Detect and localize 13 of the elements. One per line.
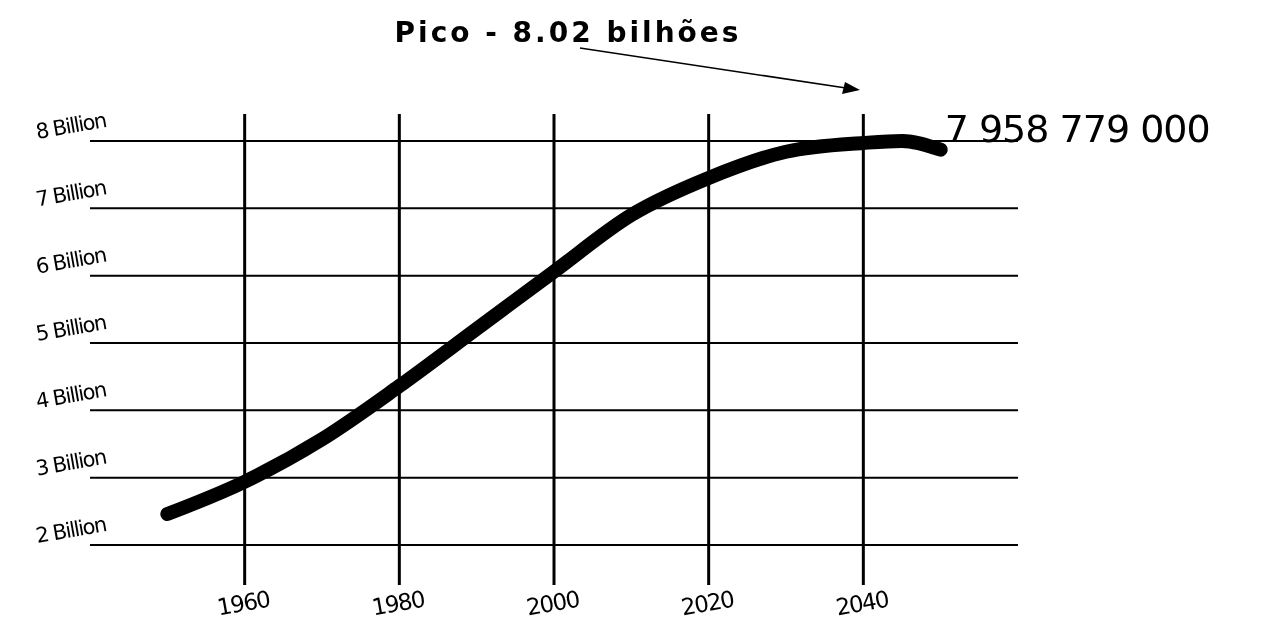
y-tick-label: 3 Billion [34, 444, 108, 481]
x-tick-label: 1980 [369, 585, 427, 621]
y-tick-label: 5 Billion [34, 310, 108, 347]
y-tick-label: 4 Billion [34, 377, 108, 414]
x-tick-label: 2000 [524, 585, 582, 621]
x-tick-label: 2040 [833, 585, 891, 621]
x-tick-label: 1960 [215, 585, 273, 621]
y-tick-label: 8 Billion [34, 108, 108, 144]
text: Pico - 8.02 bilhões [394, 16, 742, 49]
y-tick-label: 2 Billion [34, 512, 108, 549]
y-tick-label: 7 Billion [34, 175, 108, 212]
x-tick-label: 2020 [679, 585, 737, 621]
y-tick-label: 6 Billion [34, 242, 108, 279]
